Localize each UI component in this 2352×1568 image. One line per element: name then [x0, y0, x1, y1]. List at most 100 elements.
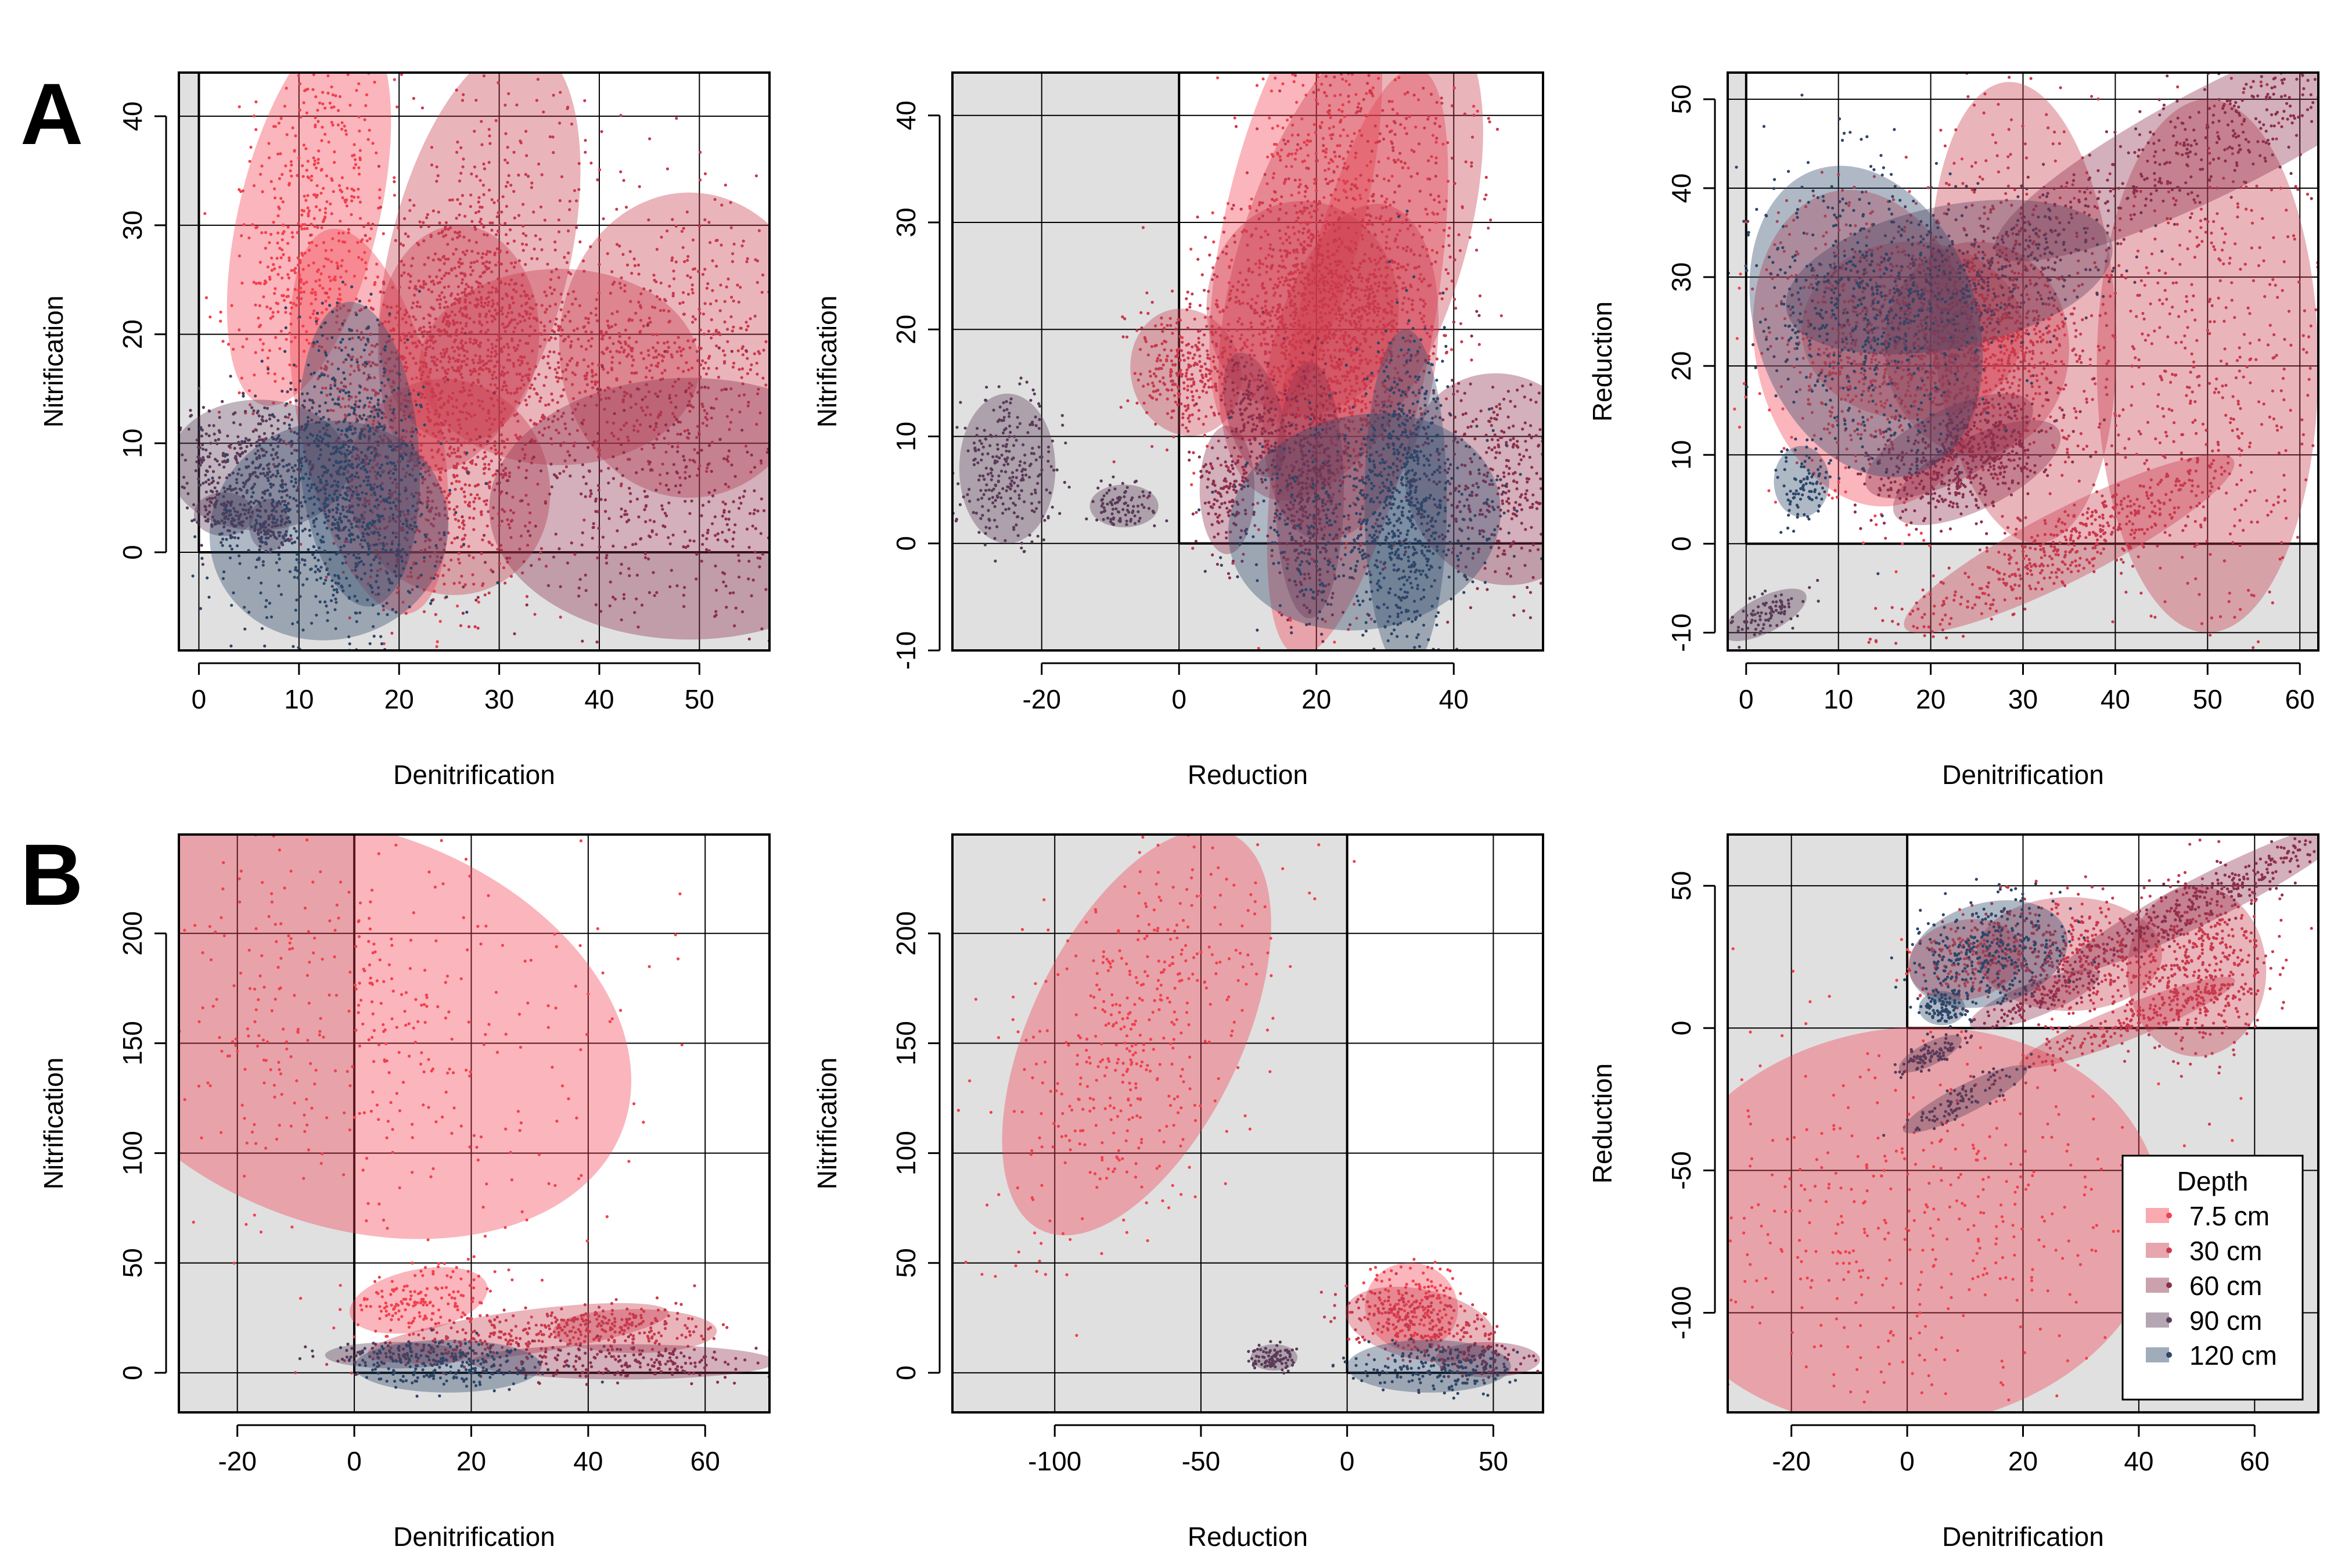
data-point — [216, 481, 220, 485]
data-point — [389, 507, 393, 510]
data-point — [450, 303, 454, 307]
data-point — [504, 581, 507, 585]
data-point — [435, 364, 438, 367]
data-point — [799, 454, 801, 456]
data-point — [336, 521, 340, 524]
data-point — [528, 306, 532, 310]
data-point — [269, 615, 274, 618]
data-point — [519, 320, 522, 323]
data-point — [341, 69, 344, 71]
data-point — [461, 278, 465, 281]
data-point — [660, 235, 663, 239]
data-point — [576, 327, 579, 330]
data-point — [477, 196, 481, 199]
data-point — [630, 272, 634, 275]
data-point — [731, 329, 734, 333]
data-point — [512, 190, 516, 193]
data-point — [423, 262, 426, 267]
data-point — [524, 262, 527, 266]
data-point — [487, 540, 491, 544]
data-point — [666, 472, 669, 475]
data-point — [536, 78, 540, 81]
data-point — [612, 544, 615, 548]
data-point — [228, 544, 232, 548]
data-point — [200, 556, 204, 560]
data-point — [610, 312, 614, 315]
data-point — [501, 312, 504, 316]
data-point — [401, 355, 405, 358]
data-point — [807, 527, 810, 530]
data-point — [549, 462, 553, 466]
data-point — [543, 218, 546, 222]
data-point — [647, 218, 650, 222]
data-point — [419, 449, 423, 452]
data-point — [455, 505, 459, 509]
data-point — [499, 410, 503, 414]
data-point — [670, 353, 673, 357]
data-point — [427, 321, 431, 325]
data-point — [225, 509, 228, 512]
data-point — [310, 178, 313, 182]
data-point — [714, 534, 717, 537]
data-point — [493, 418, 497, 421]
data-point — [487, 161, 491, 164]
data-point — [781, 497, 783, 499]
data-point — [394, 467, 398, 472]
data-point — [333, 278, 337, 282]
data-point — [391, 448, 394, 452]
data-point — [391, 513, 395, 516]
data-point — [409, 571, 412, 574]
data-point — [437, 413, 441, 416]
data-point — [343, 405, 347, 408]
data-point — [338, 516, 342, 520]
data-point — [807, 501, 810, 504]
data-point — [301, 628, 305, 632]
data-point — [713, 197, 717, 201]
data-point — [333, 492, 336, 496]
data-point — [369, 470, 372, 473]
data-point — [286, 416, 290, 419]
data-point — [239, 447, 242, 450]
data-point — [532, 210, 535, 214]
data-point — [321, 386, 325, 390]
data-point — [325, 479, 328, 483]
data-point — [434, 340, 437, 343]
data-point — [488, 188, 491, 192]
data-point — [279, 593, 283, 596]
data-point — [441, 256, 445, 259]
data-point — [702, 312, 706, 316]
data-point — [420, 373, 424, 377]
data-point — [261, 419, 265, 423]
data-point — [250, 487, 254, 490]
data-point — [832, 487, 835, 490]
data-point — [528, 395, 531, 398]
data-point — [754, 258, 757, 261]
data-point — [336, 4, 339, 7]
data-point — [375, 425, 379, 429]
data-point — [292, 302, 296, 305]
data-point — [629, 500, 632, 504]
data-point — [291, 235, 294, 239]
data-point — [358, 391, 361, 394]
data-point — [802, 482, 805, 485]
data-point — [599, 610, 603, 613]
data-point — [555, 317, 558, 321]
data-point — [490, 359, 493, 362]
data-point — [321, 102, 325, 106]
data-point — [375, 463, 379, 467]
data-point — [724, 184, 727, 187]
data-point — [311, 344, 315, 348]
data-point — [546, 355, 550, 358]
data-point — [800, 215, 803, 218]
data-point — [319, 576, 322, 580]
data-point — [401, 600, 405, 604]
data-point — [460, 444, 463, 447]
data-point — [431, 359, 434, 363]
data-point — [899, 562, 902, 565]
data-point — [817, 520, 819, 523]
data-point — [452, 448, 456, 451]
data-point — [252, 184, 256, 188]
data-point — [772, 383, 775, 386]
data-point — [435, 165, 438, 168]
data-point — [195, 438, 199, 442]
